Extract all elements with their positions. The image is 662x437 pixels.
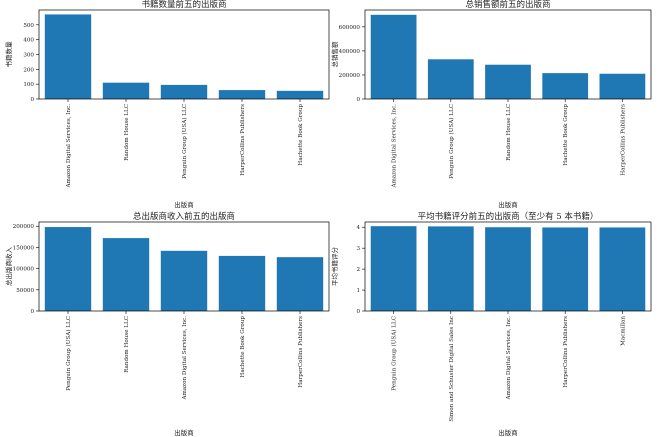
bar bbox=[370, 226, 417, 311]
bar bbox=[160, 250, 208, 311]
y-tick-label: 400000 bbox=[339, 49, 361, 55]
plot-frame bbox=[38, 9, 330, 100]
x-tick-label: HarperCollins Publishers bbox=[240, 104, 246, 176]
chart-panel-3: 总出版商收入前五的出版商 0 50000 100000 150000 200000 Peng… bbox=[4, 211, 330, 437]
bar bbox=[542, 73, 589, 99]
x-tick-label: Simon and Schuster Digital Sales Inc bbox=[449, 316, 455, 422]
x-tick-label: Random House LLC bbox=[124, 104, 130, 161]
x-tick-label: HarperCollins Publishers bbox=[563, 316, 569, 388]
x-axis-label: 出版商 bbox=[174, 428, 194, 437]
bar bbox=[370, 14, 417, 99]
bar bbox=[102, 238, 150, 311]
y-axis-label: 总出版商收入 bbox=[4, 247, 13, 287]
bar bbox=[160, 84, 208, 99]
bar bbox=[218, 90, 266, 99]
x-tick-label: Penguin Group (USA) LLC bbox=[391, 316, 398, 391]
bar bbox=[44, 227, 92, 311]
y-tick-label: 50000 bbox=[16, 288, 34, 294]
chart-panel-1: 书籍数量前五的出版商 0 100 200 300 400 500 Amazon Digital… bbox=[4, 0, 330, 209]
y-tick-label: 200000 bbox=[339, 73, 361, 79]
bar bbox=[276, 90, 324, 99]
x-tick-label: Amazon Digital Services, Inc. bbox=[392, 104, 398, 189]
bar bbox=[102, 82, 150, 99]
chart-panel-2: 总销售额前五的出版商 0 200000 400000 600000 Amazon Digi… bbox=[330, 0, 652, 209]
x-tick-label: Amazon Digital Services, Inc. bbox=[66, 104, 72, 189]
y-axis-label: 书籍数量 bbox=[4, 41, 13, 68]
plot-frame bbox=[38, 221, 330, 312]
y-tick-label: 200000 bbox=[13, 224, 35, 230]
x-tick-label: Penguin Group (USA) LLC bbox=[181, 104, 188, 179]
x-tick-label: Random House LLC bbox=[124, 316, 130, 373]
plot-frame bbox=[364, 221, 652, 312]
y-tick-label: 3 bbox=[356, 246, 360, 252]
y-tick-label: 100 bbox=[23, 82, 34, 88]
bar bbox=[427, 59, 474, 99]
x-axis-label: 出版商 bbox=[174, 200, 194, 209]
y-tick-label: 0 bbox=[356, 97, 360, 103]
chart-panel-4: 平均书籍评分前五的出版商（至少有 5 本书籍） 0 1 2 3 4 Penguin Grou… bbox=[330, 211, 652, 437]
y-tick-label: 1 bbox=[356, 288, 360, 294]
bar bbox=[485, 64, 531, 99]
x-tick-label: Amazon Digital Services, Inc. bbox=[182, 316, 188, 401]
x-tick-label: Random House LLC bbox=[506, 104, 512, 161]
y-tick-label: 400 bbox=[23, 38, 34, 44]
bar bbox=[599, 73, 646, 99]
bar bbox=[599, 227, 646, 311]
x-tick-label: Macmillan bbox=[620, 316, 626, 346]
chart-title: 总出版商收入前五的出版商 bbox=[133, 211, 235, 222]
y-tick-label: 0 bbox=[30, 309, 34, 315]
bar bbox=[44, 14, 92, 100]
bar bbox=[218, 255, 266, 311]
y-axis-label: 总销售额 bbox=[330, 41, 339, 68]
x-tick-label: HarperCollins Publishers bbox=[620, 104, 626, 176]
bar bbox=[276, 257, 324, 311]
x-tick-label: Hachette Book Group bbox=[298, 104, 304, 166]
y-tick-label: 500 bbox=[23, 23, 34, 29]
bar bbox=[427, 226, 474, 311]
chart-title: 平均书籍评分前五的出版商（至少有 5 本书籍） bbox=[418, 211, 599, 222]
bar bbox=[542, 227, 589, 311]
x-tick-label: HarperCollins Publishers bbox=[298, 316, 304, 388]
x-tick-label: Hachette Book Group bbox=[563, 104, 569, 166]
bar bbox=[485, 227, 531, 311]
x-tick-label: Hachette Book Group bbox=[240, 316, 246, 378]
y-tick-label: 0 bbox=[30, 97, 34, 103]
y-tick-label: 200 bbox=[23, 67, 34, 73]
y-axis-label: 平均书籍评分 bbox=[330, 247, 339, 287]
y-tick-label: 600000 bbox=[339, 25, 361, 31]
chart-title: 书籍数量前五的出版商 bbox=[141, 0, 226, 10]
y-tick-label: 100000 bbox=[13, 267, 35, 273]
y-tick-label: 300 bbox=[23, 53, 34, 59]
x-tick-label: Amazon Digital Services, Inc. bbox=[506, 316, 512, 401]
plot-frame bbox=[364, 9, 652, 100]
chart-title: 总销售额前五的出版商 bbox=[465, 0, 550, 10]
y-tick-label: 2 bbox=[356, 267, 360, 273]
y-tick-label: 4 bbox=[356, 225, 360, 231]
y-tick-label: 0 bbox=[356, 309, 360, 315]
y-tick-label: 150000 bbox=[13, 245, 35, 251]
x-tick-label: Penguin Group (USA) LLC bbox=[65, 316, 72, 391]
x-axis-label: 出版商 bbox=[498, 428, 518, 437]
x-tick-label: Penguin Group (USA) LLC bbox=[448, 104, 455, 179]
x-axis-label: 出版商 bbox=[498, 200, 518, 209]
